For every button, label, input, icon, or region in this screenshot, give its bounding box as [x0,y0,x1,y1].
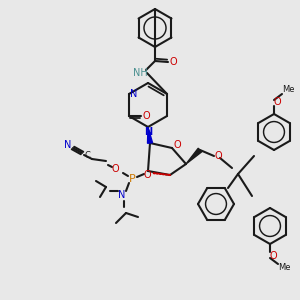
Text: Me: Me [278,263,290,272]
Text: N: N [144,127,152,137]
Text: O: O [214,151,222,161]
Text: N: N [118,190,126,200]
Polygon shape [186,148,202,164]
Text: O: O [169,57,177,67]
Text: O: O [269,251,277,261]
Text: O: O [142,111,150,121]
Text: NH: NH [133,68,147,78]
Text: O: O [173,140,181,150]
Text: O: O [111,164,119,174]
Polygon shape [148,127,152,143]
Text: O: O [143,170,151,180]
Text: N: N [64,140,72,150]
Text: N: N [130,89,138,99]
Text: C: C [84,152,90,160]
Text: P: P [129,174,135,184]
Text: Me: Me [282,85,294,94]
Text: O: O [273,97,281,107]
